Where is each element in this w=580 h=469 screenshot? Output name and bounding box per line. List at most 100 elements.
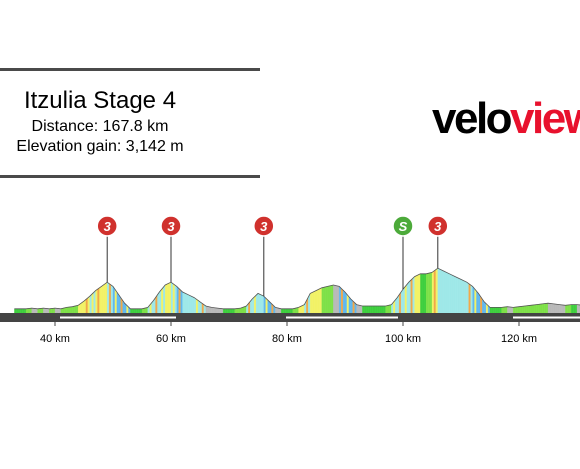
profile-segment — [542, 303, 545, 314]
profile-segment — [311, 291, 315, 314]
x-tick-label: 100 km — [385, 333, 421, 345]
climb-marker-badge — [427, 215, 449, 237]
profile-segment — [532, 304, 535, 314]
bottom-divider — [0, 175, 260, 178]
profile-segment — [528, 305, 531, 314]
profile-segment — [379, 305, 382, 314]
profile-segment — [536, 304, 539, 314]
profile-segment — [501, 306, 504, 314]
profile-segment — [58, 308, 61, 314]
profile-segment — [412, 276, 415, 314]
profile-segment — [456, 277, 460, 314]
profile-segment — [441, 269, 444, 314]
profile-segment — [64, 307, 67, 314]
profile-segment — [462, 280, 466, 314]
profile-segment — [530, 304, 533, 314]
profile-segment — [105, 281, 108, 314]
profile-segment — [545, 303, 549, 314]
profile-segment — [74, 305, 77, 314]
profile-segment — [47, 308, 50, 314]
profile-segment — [364, 305, 367, 314]
profile-segment — [489, 307, 493, 314]
profile-segment — [137, 308, 141, 314]
profile-segment — [576, 304, 580, 314]
profile-segment — [464, 281, 467, 314]
profile-segment — [310, 292, 313, 314]
profile-segment — [468, 283, 471, 314]
profile-segment — [21, 308, 25, 314]
profile-segment — [572, 304, 576, 314]
profile-segment — [20, 308, 23, 314]
profile-segment — [85, 297, 89, 314]
profile-segment — [221, 308, 224, 314]
profile-segment — [540, 303, 543, 314]
profile-segment — [458, 278, 462, 314]
x-tick-label: 80 km — [272, 333, 302, 345]
profile-segment — [375, 305, 379, 314]
profile-segment — [186, 293, 189, 314]
profile-segment — [342, 289, 346, 314]
profile-segment — [174, 284, 177, 314]
profile-segment — [511, 306, 514, 314]
climb-marker-badge — [96, 215, 118, 237]
profile-segment — [49, 308, 52, 314]
profile-segment — [43, 307, 46, 314]
profile-segment — [418, 273, 421, 314]
profile-segment — [549, 303, 553, 314]
x-tick-label: 40 km — [40, 333, 70, 345]
profile-segment — [514, 306, 518, 314]
profile-segment — [18, 308, 21, 314]
profile-segment — [335, 285, 338, 314]
profile-segment — [217, 307, 220, 314]
profile-segment — [344, 291, 348, 314]
profile-segment — [561, 304, 564, 314]
profile-segment — [168, 281, 172, 314]
profile-segment — [219, 308, 222, 314]
profile-segment — [400, 288, 404, 314]
profile-segment — [302, 304, 305, 314]
profile-segment — [524, 305, 527, 314]
profile-segment — [495, 307, 498, 314]
stage-title: Itzulia Stage 4 — [23, 87, 177, 114]
profile-segment — [194, 297, 197, 314]
profile-segment — [449, 273, 452, 314]
profile-segment — [567, 304, 570, 314]
profile-segment — [327, 285, 330, 314]
profile-segment — [16, 308, 19, 314]
sprint-marker-badge — [392, 215, 414, 237]
profile-segment — [259, 294, 263, 314]
profile-segment — [14, 308, 17, 314]
profile-segment — [275, 307, 278, 314]
profile-segment — [339, 286, 342, 314]
profile-segment — [503, 306, 506, 314]
profile-segment — [195, 298, 199, 314]
profile-segment — [207, 306, 210, 314]
profile-segment — [234, 308, 237, 314]
profile-segment — [369, 305, 373, 314]
profile-segment — [37, 308, 40, 314]
profile-segment — [381, 305, 384, 314]
profile-segment — [321, 287, 324, 314]
profile-segment — [238, 307, 241, 314]
profile-segment — [255, 293, 259, 314]
profile-segment — [27, 308, 31, 314]
profile-segment — [99, 286, 102, 314]
profile-segment — [101, 284, 104, 314]
profile-segment — [226, 308, 230, 314]
climb-marker-badge — [160, 215, 182, 237]
profile-segment — [493, 307, 496, 314]
profile-segment — [507, 306, 510, 314]
profile-segment — [296, 307, 299, 314]
profile-segment — [192, 296, 195, 314]
profile-segment — [39, 308, 42, 314]
profile-segment — [72, 306, 75, 314]
climb-marker-label: 3 — [434, 219, 442, 234]
profile-segment — [437, 267, 440, 314]
profile-segment — [368, 305, 371, 314]
profile-outline — [14, 267, 580, 310]
profile-segment — [431, 270, 435, 314]
profile-segment — [209, 306, 212, 314]
profile-segment — [505, 306, 508, 314]
profile-segment — [31, 307, 34, 314]
profile-segment — [385, 305, 388, 314]
